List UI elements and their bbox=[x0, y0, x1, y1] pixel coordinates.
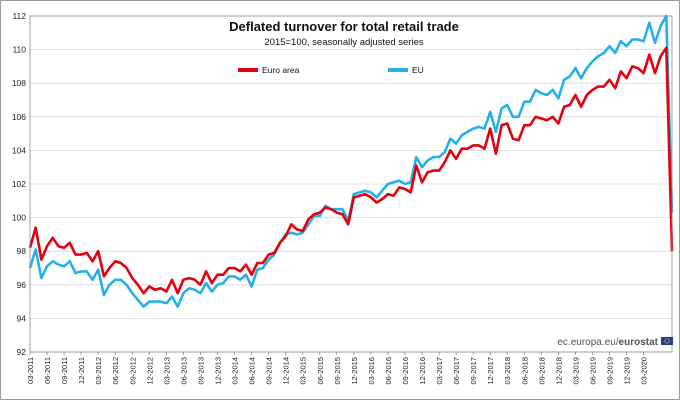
x-tick-label: 09-2011 bbox=[60, 357, 69, 384]
x-tick-label: 09-2014 bbox=[265, 357, 274, 385]
x-tick-label: 06-2011 bbox=[43, 357, 52, 384]
x-tick-label: 12-2015 bbox=[350, 357, 359, 385]
x-tick-label: 06-2017 bbox=[452, 357, 461, 385]
eu-flag-icon bbox=[661, 337, 673, 345]
chart-subtitle: 2015=100, seasonally adjusted series bbox=[264, 37, 423, 48]
y-tick-label: 98 bbox=[17, 246, 27, 256]
x-tick-label: 09-2012 bbox=[128, 357, 137, 385]
y-tick-label: 92 bbox=[17, 347, 27, 357]
y-tick-label: 94 bbox=[17, 313, 27, 323]
y-tick-label: 102 bbox=[12, 179, 26, 189]
x-tick-label: 03-2014 bbox=[231, 357, 240, 385]
x-tick-label: 09-2013 bbox=[196, 357, 205, 385]
x-tick-label: 03-2012 bbox=[94, 357, 103, 385]
x-tick-label: 12-2018 bbox=[554, 357, 563, 385]
x-tick-label: 09-2019 bbox=[606, 357, 615, 385]
series-line-eu bbox=[28, 14, 674, 308]
x-tick-label: 06-2013 bbox=[179, 357, 188, 385]
y-tick-label: 100 bbox=[12, 213, 26, 223]
x-tick-label: 09-2017 bbox=[469, 357, 478, 385]
x-axis-ticks: 03-2011 06-2011 09-2011 12-2011 03-2012 06-20… bbox=[26, 352, 649, 385]
x-tick-label: 06-2016 bbox=[384, 357, 393, 385]
source-credit: ec.europa.eu/eurostat bbox=[557, 337, 658, 348]
x-tick-label: 03-2015 bbox=[299, 357, 308, 385]
x-tick-label: 06-2012 bbox=[111, 357, 120, 385]
x-tick-label: 06-2018 bbox=[520, 357, 529, 385]
x-tick-label: 03-2020 bbox=[640, 357, 649, 385]
y-tick-label: 96 bbox=[17, 280, 27, 290]
x-tick-label: 12-2011 bbox=[77, 357, 86, 384]
legend-label-eu: EU bbox=[412, 65, 424, 75]
x-tick-label: 03-2013 bbox=[162, 357, 171, 385]
x-tick-label: 06-2015 bbox=[316, 357, 325, 385]
legend-label-euro-area: Euro area bbox=[262, 65, 300, 75]
chart-title: Deflated turnover for total retail trade bbox=[229, 19, 459, 34]
series-lines bbox=[28, 14, 674, 308]
x-tick-label: 03-2019 bbox=[571, 357, 580, 385]
gridlines bbox=[30, 15, 672, 353]
plot-area-border bbox=[29, 15, 673, 353]
x-tick-label: 06-2014 bbox=[248, 357, 257, 385]
x-tick-label: 03-2016 bbox=[367, 357, 376, 385]
x-tick-label: 12-2013 bbox=[213, 357, 222, 385]
x-tick-label: 09-2015 bbox=[333, 357, 342, 385]
x-tick-label: 03-2018 bbox=[503, 357, 512, 385]
y-axis-ticks: 92 94 96 98 100 102 104 106 108 110 112 bbox=[12, 11, 26, 357]
x-tick-label: 12-2012 bbox=[145, 357, 154, 385]
x-tick-label: 06-2019 bbox=[588, 357, 597, 385]
y-tick-label: 108 bbox=[12, 78, 26, 88]
x-tick-label: 12-2017 bbox=[486, 357, 495, 385]
source-credit-domain: ec.europa.eu/ bbox=[557, 337, 618, 348]
x-tick-label: 09-2018 bbox=[537, 357, 546, 385]
x-tick-label: 03-2011 bbox=[26, 357, 35, 384]
y-tick-label: 104 bbox=[12, 145, 26, 155]
source-credit-brand: eurostat bbox=[619, 337, 659, 348]
x-tick-label: 12-2019 bbox=[623, 357, 632, 385]
x-tick-label: 09-2016 bbox=[401, 357, 410, 385]
y-tick-label: 110 bbox=[12, 45, 26, 55]
x-tick-label: 12-2014 bbox=[282, 357, 291, 385]
legend: Euro area EU bbox=[238, 65, 424, 75]
y-tick-label: 112 bbox=[12, 11, 26, 21]
x-tick-label: 03-2017 bbox=[435, 357, 444, 385]
x-tick-label: 12-2016 bbox=[418, 357, 427, 385]
y-tick-label: 106 bbox=[12, 112, 26, 122]
series-line-euro-area bbox=[28, 46, 674, 295]
